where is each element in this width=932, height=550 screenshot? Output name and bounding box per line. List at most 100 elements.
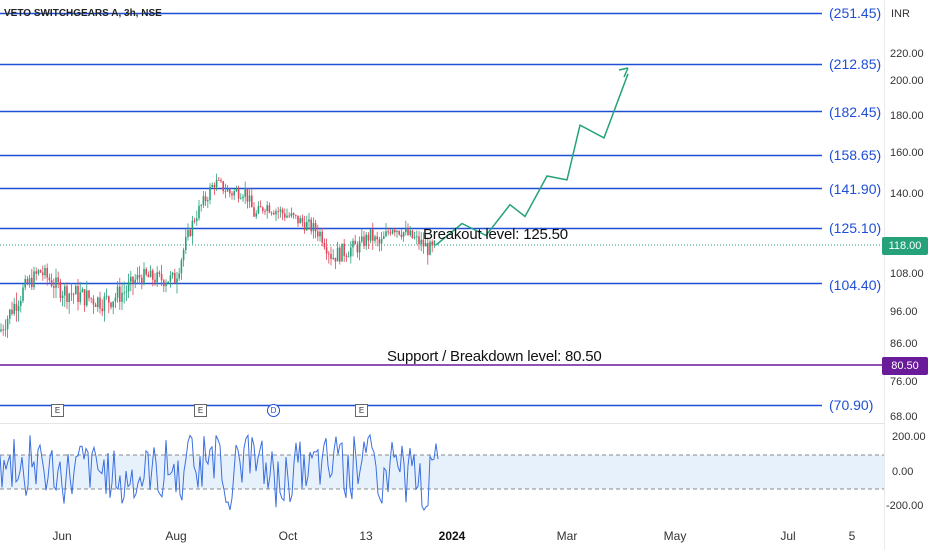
- candle: [20, 295, 22, 313]
- candle: [35, 267, 37, 281]
- candle: [339, 245, 341, 265]
- candle: [275, 208, 277, 222]
- time-axis-label: Oct: [278, 529, 298, 543]
- support-annotation[interactable]: Support / Breakdown level: 80.50: [387, 348, 602, 365]
- candle: [103, 292, 106, 322]
- candle: [279, 206, 282, 218]
- candle: [369, 229, 372, 244]
- earnings-event-marker[interactable]: E: [194, 404, 207, 417]
- candle: [88, 289, 90, 302]
- candle: [136, 267, 139, 285]
- candle: [303, 215, 306, 234]
- candle: [156, 266, 158, 287]
- candle: [143, 262, 145, 286]
- candle: [101, 299, 103, 317]
- candle: [59, 279, 62, 303]
- candle: [77, 279, 79, 311]
- oscillator-line: [0, 433, 439, 511]
- candle: [358, 236, 361, 261]
- candle: [46, 263, 48, 286]
- candle: [158, 270, 161, 277]
- time-axis-label: May: [663, 529, 687, 543]
- candle: [391, 228, 394, 235]
- candle: [380, 231, 383, 251]
- candle: [222, 180, 224, 195]
- candle: [105, 288, 108, 300]
- candle: [301, 214, 304, 227]
- candle: [310, 216, 312, 235]
- candle: [402, 231, 405, 242]
- candle: [400, 229, 403, 240]
- candle: [31, 269, 33, 291]
- candle: [427, 237, 429, 265]
- candle: [218, 176, 220, 181]
- candle: [70, 283, 73, 302]
- oscillator-axis-tick: 0.00: [892, 466, 914, 478]
- candle: [251, 187, 253, 208]
- support-price-badge: 80.50: [882, 357, 928, 375]
- currency-label[interactable]: INR: [891, 8, 910, 20]
- dividend-event-marker[interactable]: D: [267, 404, 280, 417]
- candle: [224, 183, 227, 199]
- candle: [108, 295, 110, 314]
- candle: [112, 301, 114, 315]
- candle: [167, 281, 169, 284]
- candle: [433, 240, 436, 248]
- candle: [202, 190, 205, 208]
- candle: [61, 290, 64, 307]
- time-axis-label: 13: [359, 529, 373, 543]
- candle: [365, 231, 367, 250]
- candle: [398, 230, 400, 236]
- candle: [409, 226, 411, 238]
- candle: [187, 223, 189, 241]
- candle: [420, 232, 422, 252]
- candle: [363, 230, 365, 250]
- candle: [405, 220, 407, 236]
- earnings-event-marker[interactable]: E: [51, 404, 64, 417]
- candle: [378, 236, 381, 252]
- breakout-annotation[interactable]: Breakout level: 125.50: [423, 226, 568, 243]
- candle: [17, 300, 20, 322]
- candle: [262, 206, 264, 214]
- candle: [132, 276, 134, 296]
- candle: [213, 182, 216, 196]
- candle: [200, 204, 202, 212]
- candle: [171, 271, 174, 279]
- candle: [92, 295, 95, 314]
- time-axis-label: Jun: [52, 529, 72, 543]
- candle: [273, 210, 275, 216]
- candle: [394, 227, 396, 237]
- candle: [431, 239, 433, 253]
- candle: [248, 188, 251, 208]
- candle: [160, 264, 163, 287]
- candle: [26, 276, 29, 286]
- candle: [226, 185, 229, 192]
- candle: [165, 279, 167, 293]
- candle: [268, 202, 271, 214]
- candle: [24, 275, 26, 291]
- candle: [72, 292, 75, 304]
- price-axis-tick: 76.00: [890, 376, 918, 388]
- price-axis-tick: 86.00: [890, 338, 918, 350]
- time-axis-label: 2024: [438, 529, 466, 543]
- candle: [356, 241, 359, 258]
- candle: [257, 201, 260, 215]
- candle: [385, 223, 387, 238]
- candle: [185, 229, 187, 254]
- candle: [53, 278, 55, 299]
- candle: [237, 185, 240, 203]
- earnings-event-marker[interactable]: E: [355, 404, 368, 417]
- candle: [182, 247, 185, 267]
- candle: [352, 238, 354, 257]
- candle: [215, 173, 218, 191]
- projection-path: [435, 73, 629, 246]
- candle: [244, 181, 246, 204]
- candle: [83, 288, 86, 312]
- last-price-badge: 118.00: [882, 237, 928, 255]
- candle: [28, 274, 31, 288]
- symbol-title[interactable]: VETO SWITCHGEARS A, 3h, NSE: [4, 8, 162, 19]
- candlestick-series: [0, 173, 436, 338]
- candle: [295, 214, 297, 219]
